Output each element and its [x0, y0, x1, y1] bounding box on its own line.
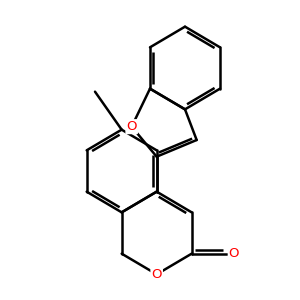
Text: O: O — [126, 120, 137, 133]
Text: O: O — [229, 247, 239, 260]
Text: O: O — [152, 268, 162, 281]
